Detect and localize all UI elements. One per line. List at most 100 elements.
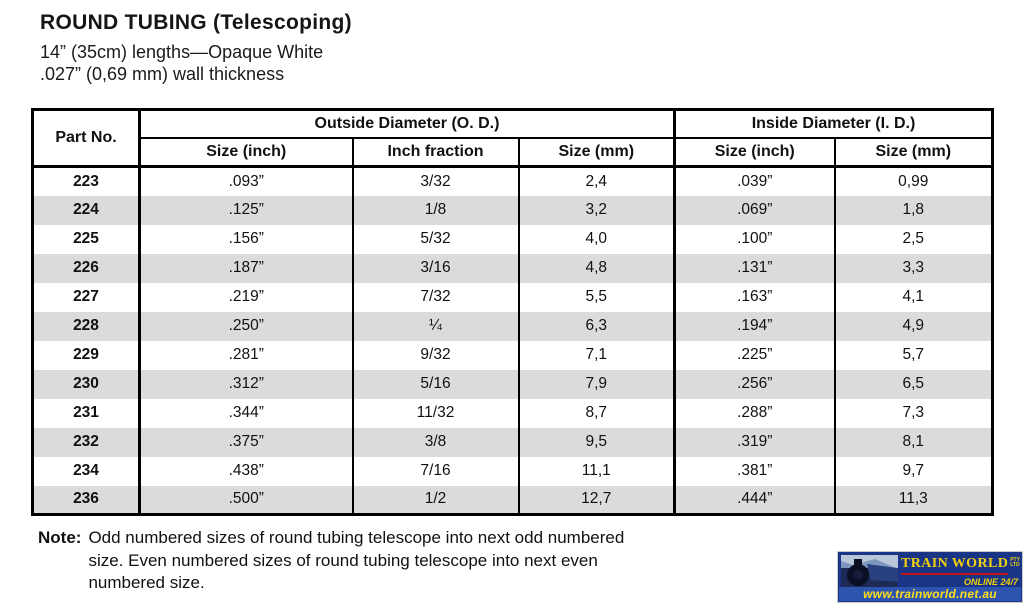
- table-cell: 226: [32, 253, 141, 283]
- col-header-od-size-mm: Size (mm): [518, 137, 676, 168]
- table-cell: 2,4: [518, 166, 676, 196]
- table-row: 228.250” ¼ 6,3.194” 4,9: [32, 311, 993, 341]
- table-cell: 5/32: [352, 224, 520, 254]
- table-cell: 7,3: [902, 404, 925, 421]
- table-cell: .256”: [674, 369, 836, 399]
- table-cell: .319”: [674, 427, 836, 457]
- table-cell: .093”: [139, 166, 354, 196]
- table-cell: .125”: [139, 195, 354, 225]
- table-cell: 3/32: [352, 166, 520, 196]
- table-cell: .194”: [674, 311, 836, 341]
- table-cell: 8,1: [902, 433, 925, 450]
- footnote-text: Odd numbered sizes of round tubing teles…: [88, 528, 625, 592]
- table-cell: .444”: [674, 485, 836, 515]
- col-header-id-size-inch: Size (inch): [674, 137, 836, 168]
- table-cell: 5/16: [352, 369, 520, 399]
- table-cell: 7/32: [352, 282, 520, 312]
- table-cell: 227: [32, 282, 141, 312]
- table-row: 234.438” 7/16 11,1.381” 9,7: [32, 456, 993, 486]
- table-cell: 3,3: [902, 259, 925, 276]
- table-cell: 11/32: [352, 398, 520, 428]
- table-cell: 6,3: [518, 311, 676, 341]
- table-cell: .344”: [139, 398, 354, 428]
- table-cell: .381”: [674, 456, 836, 486]
- table-cell: 5,5: [518, 282, 676, 312]
- col-group-inside-diameter: Inside Diameter (I. D.): [674, 109, 993, 139]
- table-cell: .219”: [139, 282, 354, 312]
- table-cell: 9,7: [902, 462, 925, 479]
- table-cell: 224: [32, 195, 141, 225]
- footnote-label: Note:: [38, 528, 82, 547]
- table-cell: 7,1: [518, 340, 676, 370]
- footnote: Note: Odd numbered sizes of round tubing…: [38, 527, 640, 595]
- table-cell: .250”: [139, 311, 354, 341]
- table-cell: 7/16: [352, 456, 520, 486]
- table-row: 223.093” 3/32 2,4.039” 0,99: [32, 166, 993, 196]
- table-cell: 9,5: [518, 427, 676, 457]
- table-cell: .131”: [674, 253, 836, 283]
- table-cell: ¼: [352, 311, 520, 341]
- table-cell: 223: [32, 166, 141, 196]
- table-cell: .069”: [674, 195, 836, 225]
- table-cell: .281”: [139, 340, 354, 370]
- train-photo-art: [841, 555, 898, 588]
- table-cell: 12,7: [518, 485, 676, 515]
- table-row: 227.219” 7/32 5,5.163” 4,1: [32, 282, 993, 312]
- subtitle-lengths: 14” (35cm) lengths—Opaque White: [40, 42, 324, 62]
- table-cell: 6,5: [902, 375, 925, 392]
- col-header-od-size-inch: Size (inch): [139, 137, 354, 168]
- trainworld-logo: TRAIN WORLD PTY LTD ONLINE 24/7 www.trai…: [837, 551, 1023, 603]
- train-photo: [841, 555, 898, 588]
- table-cell: .156”: [139, 224, 354, 254]
- logo-brand-text: TRAIN WORLD: [901, 556, 1009, 575]
- table-cell: 1/8: [352, 195, 520, 225]
- table-cell: .500”: [139, 485, 354, 515]
- table-cell: 234: [32, 456, 141, 486]
- table-cell: 236: [32, 485, 141, 515]
- table-cell: 4,9: [902, 317, 925, 334]
- table-cell: 3,2: [518, 195, 676, 225]
- table-cell: 4,0: [518, 224, 676, 254]
- table-cell: 0,99: [898, 172, 929, 190]
- table-row: 229.281” 9/32 7,1.225” 5,7: [32, 340, 993, 370]
- table-cell: 1,8: [902, 201, 925, 218]
- table-cell: .039”: [674, 166, 836, 196]
- table-cell: 3/16: [352, 253, 520, 283]
- col-group-outside-diameter: Outside Diameter (O. D.): [139, 109, 676, 139]
- logo-website-url: www.trainworld.net.au: [839, 587, 1021, 601]
- table-cell: 3/8: [352, 427, 520, 457]
- table-cell: 7,9: [518, 369, 676, 399]
- tubing-table-body: 223.093” 3/32 2,4.039” 0,99 224.125” 1/8 3,2.0…: [32, 166, 993, 515]
- table-row: 236.500” 1/2 12,7.444” 11,3: [32, 485, 993, 515]
- table-sub-header-row: Size (inch) Inch fraction Size (mm) Size…: [33, 137, 993, 168]
- table-group-header-row: Part No. Outside Diameter (O. D.) Inside…: [32, 109, 993, 168]
- table-row: 225.156” 5/32 4,0.100” 2,5: [32, 224, 993, 254]
- table-cell: 8,7: [518, 398, 676, 428]
- page-title: ROUND TUBING (Telescoping): [40, 11, 352, 34]
- table-cell: 228: [32, 311, 141, 341]
- table-cell: .163”: [674, 282, 836, 312]
- table-cell: .187”: [139, 253, 354, 283]
- table-cell: .438”: [139, 456, 354, 486]
- table-cell: 231: [32, 398, 141, 428]
- table-cell: 1/2: [352, 485, 520, 515]
- subtitle-wall-thickness: .027” (0,69 mm) wall thickness: [40, 63, 285, 84]
- logo-online-text: ONLINE 24/7: [963, 577, 1018, 587]
- table-row: 226.187” 3/16 4,8.131” 3,3: [32, 253, 993, 283]
- table-cell: 11,1: [518, 456, 676, 486]
- table-row: 231.344” 11/32 8,7.288” 7,3: [32, 398, 993, 428]
- table-cell: 2,5: [902, 230, 925, 247]
- col-header-id-size-mm: Size (mm): [834, 137, 993, 168]
- table-cell: .312”: [139, 369, 354, 399]
- logo-brand-suffix: PTY LTD: [1010, 557, 1020, 568]
- table-row: 224.125” 1/8 3,2.069” 1,8: [32, 195, 993, 225]
- col-header-part-no: Part No.: [32, 109, 141, 168]
- table-cell: 5,7: [902, 346, 925, 363]
- table-cell: .225”: [674, 340, 836, 370]
- table-row: 232.375” 3/8 9,5.319” 8,1: [32, 427, 993, 457]
- logo-text-block: TRAIN WORLD PTY LTD ONLINE 24/7: [901, 556, 1020, 587]
- tubing-spec-table: Part No. Outside Diameter (O. D.) Inside…: [31, 108, 994, 516]
- table-cell: 229: [32, 340, 141, 370]
- document-header: ROUND TUBING (Telescoping) 14” (35cm) le…: [40, 11, 352, 85]
- table-cell: .288”: [674, 398, 836, 428]
